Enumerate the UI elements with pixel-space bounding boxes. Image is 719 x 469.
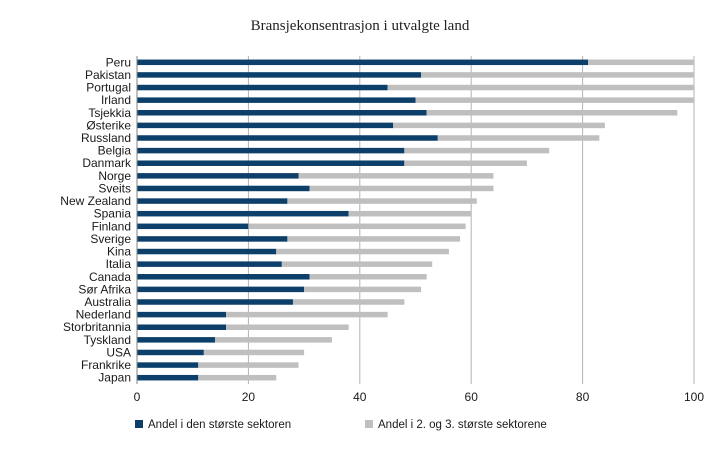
bar-second-third-14 [287, 236, 461, 242]
bar-second-third-9 [298, 173, 494, 179]
bar-largest-24 [137, 362, 199, 368]
x-tick-label: 60 [465, 390, 479, 404]
category-label: Danmark [82, 156, 132, 170]
bar-largest-15 [137, 248, 277, 255]
bar-second-third-7 [404, 147, 550, 154]
bar-second-third-21 [226, 324, 349, 330]
bar-largest-12 [137, 210, 349, 217]
legend: Andel i den største sektoren Andel i 2. … [135, 419, 547, 431]
bars [137, 59, 694, 381]
category-label: Peru [106, 55, 131, 69]
bar-largest-8 [137, 160, 405, 166]
bar-largest-25 [137, 374, 199, 381]
bar-second-third-1 [421, 72, 694, 78]
category-label: Irland [101, 93, 131, 107]
category-label: Belgia [98, 144, 132, 158]
bar-second-third-11 [287, 198, 477, 204]
category-label: Sør Afrika [78, 282, 131, 296]
category-label: New Zealand [60, 194, 131, 208]
bar-largest-1 [137, 72, 422, 78]
bar-largest-9 [137, 173, 299, 179]
category-labels: PeruPakistanPortugalIrlandTsjekkiaØsteri… [60, 55, 132, 384]
category-label: Kina [107, 245, 131, 259]
x-tick-label: 100 [684, 390, 704, 404]
bar-largest-21 [137, 324, 227, 330]
bar-second-third-2 [387, 84, 694, 91]
bar-largest-3 [137, 97, 416, 103]
bar-second-third-8 [404, 160, 527, 166]
bar-largest-6 [137, 135, 438, 141]
category-label: Japan [98, 371, 131, 385]
legend-swatch-largest-sector [135, 420, 143, 428]
bar-second-third-24 [198, 362, 299, 368]
legend-label-largest-sector: Andel i den største sektoren [148, 419, 291, 431]
x-axis: 0 20 40 60 80 100 [134, 56, 704, 404]
bar-largest-23 [137, 349, 204, 356]
legend-label-second-third-sectors: Andel i 2. og 3. største sektorene [378, 419, 547, 431]
x-tick-label: 0 [134, 390, 141, 404]
bar-second-third-19 [292, 299, 405, 305]
bar-second-third-13 [248, 223, 466, 230]
bar-largest-0 [137, 59, 589, 66]
gridlines [247, 56, 695, 384]
bar-largest-18 [137, 286, 305, 293]
bar-largest-20 [137, 311, 227, 318]
bar-largest-22 [137, 337, 215, 343]
x-tick-label: 20 [242, 390, 256, 404]
bar-largest-19 [137, 299, 293, 305]
category-label: Sveits [98, 181, 131, 195]
bar-second-third-16 [281, 261, 433, 267]
category-label: Italia [106, 257, 132, 271]
bar-largest-2 [137, 84, 388, 91]
category-label: Portugal [86, 81, 131, 95]
bar-second-third-4 [426, 110, 678, 116]
bar-largest-13 [137, 223, 249, 230]
bar-largest-10 [137, 185, 310, 192]
category-label: Østerike [86, 118, 131, 132]
chart-title: Bransjekonsentrasjon i utvalgte land [251, 18, 470, 34]
category-label: Frankrike [81, 358, 131, 372]
category-label: Norge [98, 169, 131, 183]
bar-second-third-15 [276, 248, 449, 255]
bar-second-third-10 [309, 185, 494, 192]
x-tick-label: 40 [353, 390, 367, 404]
category-label: Spania [94, 207, 132, 221]
bar-largest-14 [137, 236, 288, 242]
bar-second-third-23 [203, 349, 305, 356]
bar-second-third-6 [437, 135, 600, 141]
category-label: Canada [89, 270, 131, 284]
bar-second-third-5 [393, 122, 605, 129]
category-label: Tsjekkia [88, 106, 131, 120]
bar-second-third-18 [304, 286, 422, 293]
x-tick-label: 80 [576, 390, 590, 404]
category-label: Pakistan [85, 68, 131, 82]
category-label: Russland [81, 131, 131, 145]
category-label: Finland [92, 219, 131, 233]
bar-second-third-20 [226, 311, 388, 318]
category-label: Tyskland [84, 333, 131, 347]
category-label: Australia [84, 295, 131, 309]
category-label: Nederland [76, 308, 131, 322]
bar-largest-7 [137, 147, 405, 154]
category-label: Sverige [90, 232, 131, 246]
bar-second-third-17 [309, 274, 427, 280]
bar-second-third-25 [198, 374, 277, 381]
bar-largest-4 [137, 110, 427, 116]
bar-second-third-0 [588, 59, 694, 66]
category-label: USA [106, 345, 131, 359]
legend-swatch-second-third-sectors [365, 420, 373, 428]
bar-largest-11 [137, 198, 288, 204]
bar-second-third-22 [214, 337, 332, 343]
bar-largest-17 [137, 274, 310, 280]
category-label: Storbritannia [63, 320, 131, 334]
bar-second-third-3 [415, 97, 694, 103]
bar-largest-16 [137, 261, 282, 267]
bar-second-third-12 [348, 210, 472, 217]
bar-largest-5 [137, 122, 394, 129]
